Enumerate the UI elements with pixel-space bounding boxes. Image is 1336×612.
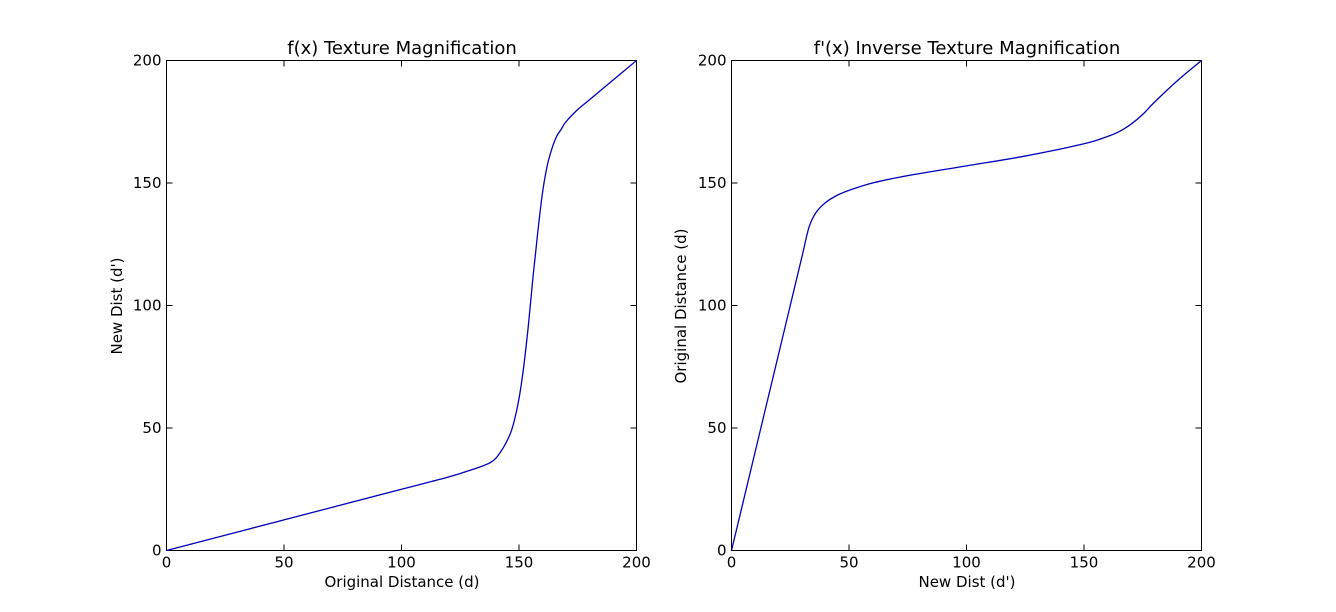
- y-tick-label: 100: [133, 297, 162, 315]
- series-line: [730, 60, 1202, 551]
- y-tick-label: 50: [142, 419, 161, 437]
- x-tick-label: 150: [505, 554, 534, 572]
- y-tick-label: 150: [133, 174, 162, 192]
- x-axis-label: Original Distance (d): [324, 573, 479, 591]
- tick-marks: [166, 60, 637, 551]
- y-tick-labels: 0 50 100 150 200: [133, 52, 162, 560]
- y-tick-label: 200: [133, 52, 162, 70]
- x-tick-label: 0: [727, 554, 737, 572]
- chart-title: f'(x) Inverse Texture Magnification: [814, 38, 1120, 59]
- x-tick-label: 200: [1187, 554, 1216, 572]
- x-axis-label: New Dist (d'): [918, 573, 1015, 591]
- y-tick-label: 150: [698, 174, 727, 192]
- x-tick-label: 200: [622, 554, 651, 572]
- x-tick-label: 50: [274, 554, 293, 572]
- tick-marks: [731, 60, 1202, 551]
- x-tick-label: 150: [1070, 554, 1099, 572]
- y-tick-label: 200: [698, 52, 727, 70]
- y-tick-label: 0: [152, 542, 162, 560]
- x-tick-label: 100: [952, 554, 981, 572]
- x-tick-label: 50: [839, 554, 858, 572]
- x-tick-labels: 0 50 100 150 200: [162, 554, 651, 572]
- x-tick-label: 100: [387, 554, 416, 572]
- chart-inverse-texture-magnification: f'(x) Inverse Texture Magnification 0 50 1…: [672, 38, 1216, 591]
- y-tick-labels: 0 50 100 150 200: [698, 52, 727, 560]
- y-tick-label: 100: [698, 297, 727, 315]
- y-axis-label: Original Distance (d): [672, 228, 690, 383]
- chart-texture-magnification: f(x) Texture Magnification 0 50 100 150 200 …: [108, 38, 651, 591]
- x-tick-label: 0: [162, 554, 172, 572]
- y-tick-label: 50: [707, 419, 726, 437]
- chart-title: f(x) Texture Magnification: [287, 38, 517, 59]
- y-axis-label: New Dist (d'): [108, 257, 126, 354]
- series-line: [166, 60, 637, 552]
- plot-frame: [731, 60, 1202, 551]
- x-tick-labels: 0 50 100 150 200: [727, 554, 1216, 572]
- y-tick-label: 0: [717, 542, 727, 560]
- plot-frame: [166, 60, 637, 551]
